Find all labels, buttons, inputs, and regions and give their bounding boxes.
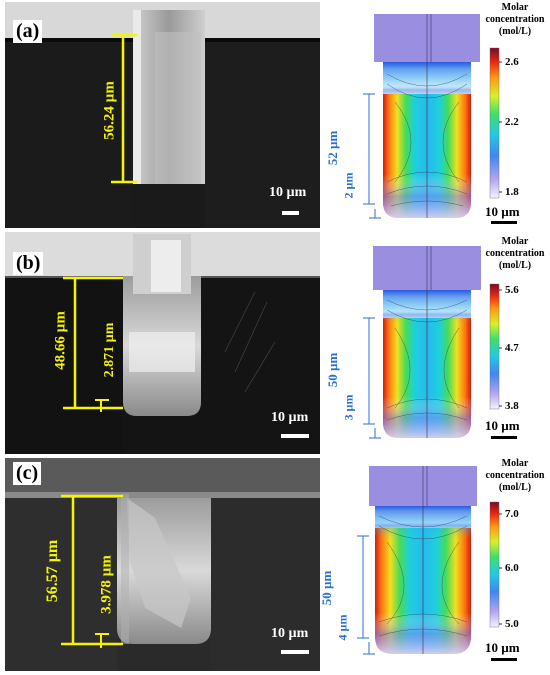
legend-tick-low-a: 1.8 [505,186,519,198]
sim-scale-label-b: 10 µm [485,418,520,433]
legend-title-b: Molar concentration (mol/L) [485,236,545,271]
legend-tick-low-c: 5.0 [505,618,519,630]
sim-bottom-label-a: 2 µm [341,172,356,199]
legend-tick-low-b: 3.8 [505,400,519,412]
legend-tick-mid-b: 4.7 [505,342,519,354]
simulation-c: 50 µm 4 µm Molar concentration (mol/L) 7… [319,458,550,671]
figure-panel-b: (b) 48.66 µm 2.871 µm 10 µm [0,230,550,456]
sem-bottom-label-b: 2.871 µm [102,322,117,378]
concentration-map-a [363,14,517,224]
panel-label-b: (b) [13,252,44,275]
legend-title-c: Molar concentration (mol/L) [485,458,545,493]
legend-tick-high-b: 5.6 [505,284,519,296]
sem-image-a: (a) 56.24 µm 10 µm [5,2,320,228]
figure-panel-a: (a) 56.24 µm 10 µm [0,0,550,230]
sim-bottom-label-b: 3 µm [341,394,356,421]
sem-depth-label-c: 56.57 µm [44,539,61,603]
legend-title-a: Molar concentration (mol/L) [485,2,545,37]
sim-scale-label-c: 10 µm [485,640,520,655]
figure-panel-c: (c) 56.57 µm 3.978 µm 10 µm [0,456,550,675]
sem-scale-label-a: 10 µm [269,185,307,200]
sem-image-b: (b) 48.66 µm 2.871 µm 10 µm [5,232,320,454]
panel-label-c: (c) [13,462,42,485]
sim-depth-label-a: 52 µm [325,130,340,166]
sim-depth-label-b: 50 µm [325,352,340,388]
sem-scale-label-b: 10 µm [271,410,309,425]
concentration-map-c [357,466,517,661]
legend-tick-mid-a: 2.2 [505,116,519,128]
panel-label-a: (a) [13,20,43,43]
sem-image-c: (c) 56.57 µm 3.978 µm 10 µm [5,458,320,671]
legend-tick-high-c: 7.0 [505,508,519,520]
sem-scale-label-c: 10 µm [271,626,309,641]
sem-depth-label-a: 56.24 µm [101,81,118,140]
sim-bottom-label-c: 4 µm [335,614,350,641]
sem-micrograph-a [5,2,320,228]
concentration-map-b [363,246,517,439]
sem-micrograph-c [5,458,320,671]
legend-tick-high-a: 2.6 [505,56,519,68]
simulation-b: 50 µm 3 µm Molar concentration (mol/L) 5… [325,232,550,454]
simulation-a: 52 µm 2 µm Molar concentration (mol/L) 2… [325,2,550,228]
sim-scale-label-a: 10 µm [485,204,520,219]
sem-bottom-label-c: 3.978 µm [98,555,115,614]
legend-tick-mid-c: 6.0 [505,562,519,574]
sim-depth-label-c: 50 µm [319,570,334,606]
sem-depth-label-b: 48.66 µm [52,311,69,370]
sem-micrograph-b [5,232,320,454]
